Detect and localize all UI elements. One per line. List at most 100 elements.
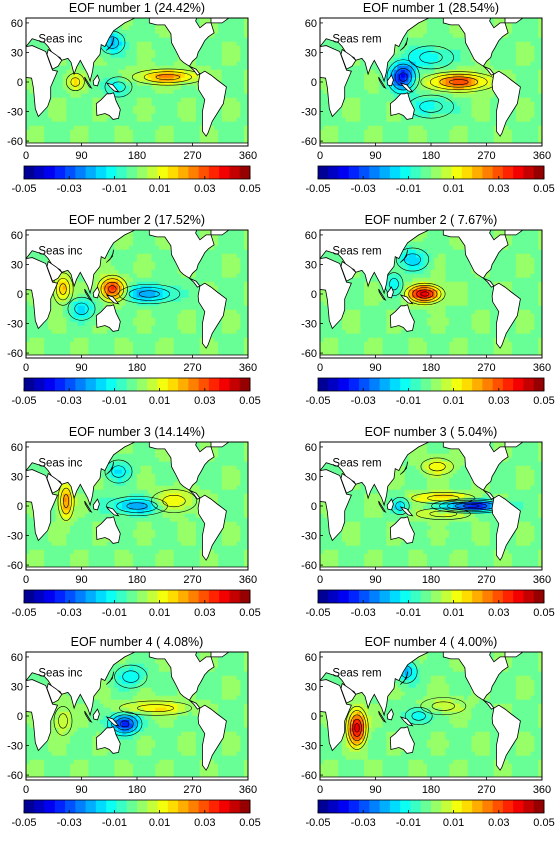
field-cell [59, 85, 64, 91]
field-cell [221, 117, 227, 123]
colorbar-bin [379, 166, 391, 179]
field-cell [364, 109, 369, 115]
field-cell [77, 281, 82, 287]
field-cell [244, 61, 248, 67]
field-cell [66, 121, 71, 127]
field-cell [62, 129, 67, 135]
field-cell [88, 81, 93, 87]
field-cell [345, 113, 350, 119]
field-cell [456, 53, 461, 59]
field-cell [236, 253, 241, 259]
field-cell [192, 285, 197, 291]
field-cell [62, 277, 67, 283]
field-cell [140, 269, 145, 275]
field-cell [214, 41, 219, 47]
field-cell [144, 133, 149, 139]
field-cell [121, 245, 127, 251]
field-cell [464, 97, 469, 103]
field-cell [144, 253, 149, 259]
field-cell [125, 121, 130, 127]
field-cell [73, 137, 79, 143]
field-cell [136, 245, 141, 251]
field-cell [530, 97, 535, 103]
field-cell [364, 121, 369, 127]
field-cell [81, 93, 86, 99]
field-cell [129, 233, 134, 239]
field-cell [181, 273, 186, 279]
field-cell [96, 61, 101, 67]
field-cell [240, 285, 245, 291]
field-cell [441, 29, 447, 35]
field-cell [158, 97, 164, 103]
field-cell [345, 121, 350, 127]
field-cell [460, 117, 465, 123]
field-cell [77, 89, 82, 95]
field-cell [207, 18, 212, 23]
field-cell [70, 129, 75, 135]
field-cell [456, 121, 461, 127]
field-cell [158, 41, 164, 47]
field-cell [508, 73, 513, 79]
field-cell [515, 49, 521, 55]
field-cell [136, 261, 141, 267]
field-cell [244, 29, 248, 35]
field-cell [144, 77, 149, 83]
field-cell [147, 113, 153, 119]
field-cell [519, 97, 524, 103]
field-cell [534, 57, 539, 63]
field-cell [99, 257, 104, 263]
field-cell [99, 265, 104, 271]
field-cell [441, 93, 447, 99]
field-cell [236, 125, 241, 131]
field-cell [478, 77, 484, 83]
field-cell [181, 113, 186, 119]
field-cell [345, 97, 350, 103]
field-cell [519, 18, 524, 23]
field-cell [412, 81, 417, 87]
field-cell [497, 49, 502, 55]
field-cell [99, 129, 104, 135]
field-cell [221, 253, 227, 259]
field-cell [77, 85, 82, 91]
field-cell [229, 249, 234, 255]
field-cell [118, 269, 123, 275]
colorbar-bin [24, 166, 35, 179]
field-cell [423, 25, 428, 31]
field-cell [121, 37, 127, 43]
field-cell [144, 233, 149, 239]
field-cell [430, 65, 435, 71]
field-cell [519, 65, 524, 71]
field-cell [445, 121, 450, 127]
field-cell [530, 18, 535, 23]
colorbar-bin [65, 166, 76, 179]
field-cell [166, 65, 171, 71]
field-cell [478, 69, 484, 75]
field-cell [107, 137, 112, 143]
field-cell [378, 73, 384, 79]
field-cell [133, 85, 138, 91]
field-cell [408, 81, 413, 87]
field-cell [236, 261, 241, 267]
field-cell [107, 289, 112, 295]
field-cell [133, 25, 138, 31]
field-cell [460, 65, 465, 71]
field-cell [334, 133, 339, 139]
field-cell [99, 137, 104, 143]
field-cell [460, 125, 465, 131]
field-cell [438, 81, 443, 87]
field-cell [133, 61, 138, 67]
field-cell [84, 73, 90, 79]
field-cell [225, 61, 230, 67]
field-cell [129, 249, 134, 255]
field-cell [136, 89, 141, 95]
field-cell [367, 85, 373, 91]
field-cell [523, 65, 528, 71]
field-cell [240, 73, 245, 79]
field-cell [393, 57, 398, 63]
field-cell [353, 89, 358, 95]
field-cell [390, 97, 395, 103]
field-cell [99, 69, 104, 75]
field-cell [456, 125, 461, 131]
field-cell [371, 81, 376, 87]
field-cell [538, 81, 542, 87]
